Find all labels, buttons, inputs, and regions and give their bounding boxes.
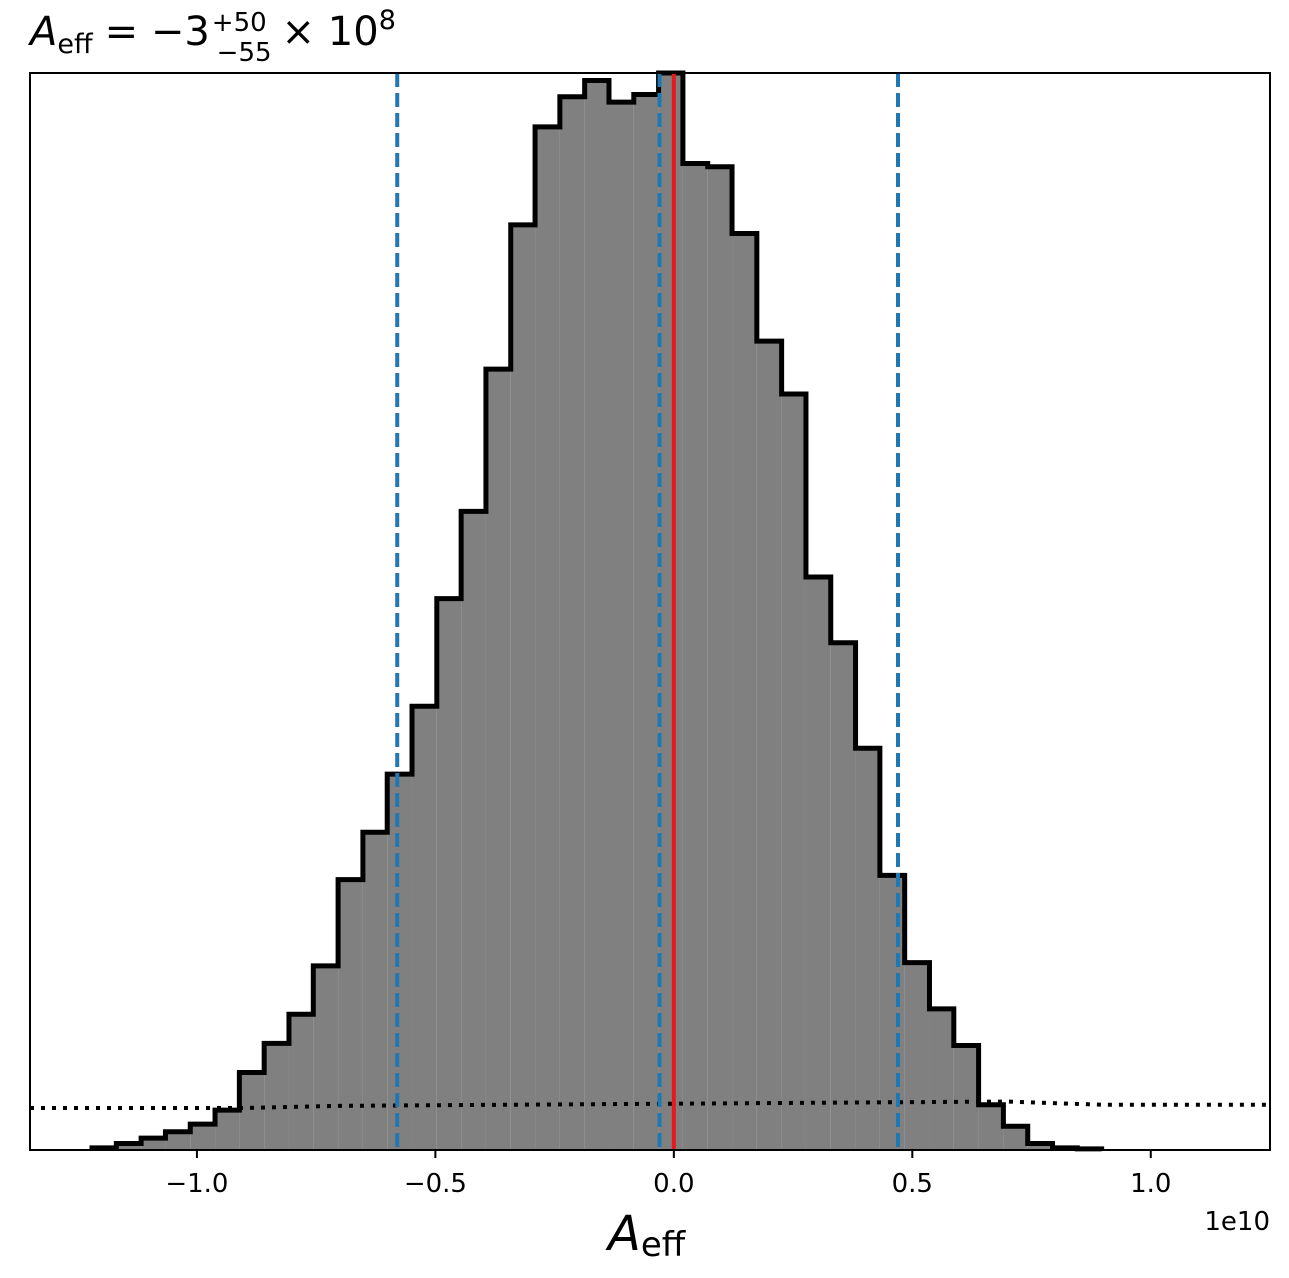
histogram-bar xyxy=(781,393,806,1150)
histogram-bar xyxy=(830,642,856,1150)
histogram-bar xyxy=(1003,1126,1028,1150)
histogram-bar xyxy=(362,832,388,1150)
histogram-bar xyxy=(707,166,733,1151)
x-tick-label: 1.0 xyxy=(1130,1169,1171,1199)
title-lower-error: −55 xyxy=(217,38,272,68)
histogram-bar xyxy=(116,1143,142,1150)
histogram-bar xyxy=(978,1104,1004,1150)
histogram-bar xyxy=(929,1008,954,1150)
histogram-bar xyxy=(485,369,511,1150)
histogram-bar xyxy=(658,73,683,1150)
histogram-outline xyxy=(89,70,1105,1152)
histogram-bar xyxy=(535,126,560,1151)
histogram-bar xyxy=(387,774,413,1150)
histogram-bar xyxy=(215,1110,240,1150)
title-symbol: A xyxy=(27,9,57,55)
quantile-lines xyxy=(395,73,900,1150)
title-exponent: 8 xyxy=(379,5,396,36)
histogram-bar xyxy=(559,96,585,1151)
histogram-bar xyxy=(461,511,486,1150)
histogram-bar xyxy=(953,1045,979,1150)
histogram-bar xyxy=(165,1131,191,1150)
histogram-bar xyxy=(732,233,757,1150)
x-tick-label: −0.5 xyxy=(404,1169,467,1199)
histogram-bar xyxy=(313,965,339,1150)
histogram-bar xyxy=(288,1014,314,1150)
histogram-bar xyxy=(190,1124,216,1150)
histogram-bar xyxy=(338,879,363,1150)
histogram-bar xyxy=(904,962,930,1150)
title-multiplier: × 10 xyxy=(282,9,379,55)
histogram-bar xyxy=(239,1072,265,1150)
histogram-bar xyxy=(756,341,782,1151)
x-tick-label: −1.0 xyxy=(165,1169,228,1199)
histogram-bar xyxy=(805,577,831,1150)
histogram-bar xyxy=(879,875,905,1150)
histogram-bar xyxy=(608,102,634,1151)
histogram-bar xyxy=(141,1138,166,1150)
xlabel-subscript: eff xyxy=(641,1225,687,1265)
histogram-bar xyxy=(1027,1143,1053,1150)
histogram-bar xyxy=(264,1043,289,1150)
xlabel-symbol: A xyxy=(605,1206,641,1262)
histogram-bar xyxy=(682,163,708,1150)
x-axis-label: Aeff xyxy=(605,1206,687,1265)
x-axis-offset-label: 1e10 xyxy=(1204,1207,1270,1237)
title-relation: = −3 xyxy=(105,9,210,55)
chart-title: Aeff = −3+50 −55 × 108 xyxy=(27,5,396,68)
x-tick-label: 0.0 xyxy=(653,1169,694,1199)
title-upper-error: +50 xyxy=(212,8,267,38)
x-tick-label: 0.5 xyxy=(892,1169,933,1199)
title-subscript: eff xyxy=(57,29,94,60)
axes-frame xyxy=(29,72,1271,1151)
histogram-bar xyxy=(510,224,536,1150)
histogram-bar xyxy=(584,80,609,1150)
histogram-bar xyxy=(855,748,880,1150)
histogram-bar xyxy=(436,598,462,1150)
histogram-bar xyxy=(633,94,659,1150)
histogram-bars xyxy=(89,70,1105,1152)
x-axis-ticks: −1.0 −0.5 0.0 0.5 1.0 xyxy=(165,1150,1171,1199)
histogram-bar xyxy=(412,706,437,1150)
